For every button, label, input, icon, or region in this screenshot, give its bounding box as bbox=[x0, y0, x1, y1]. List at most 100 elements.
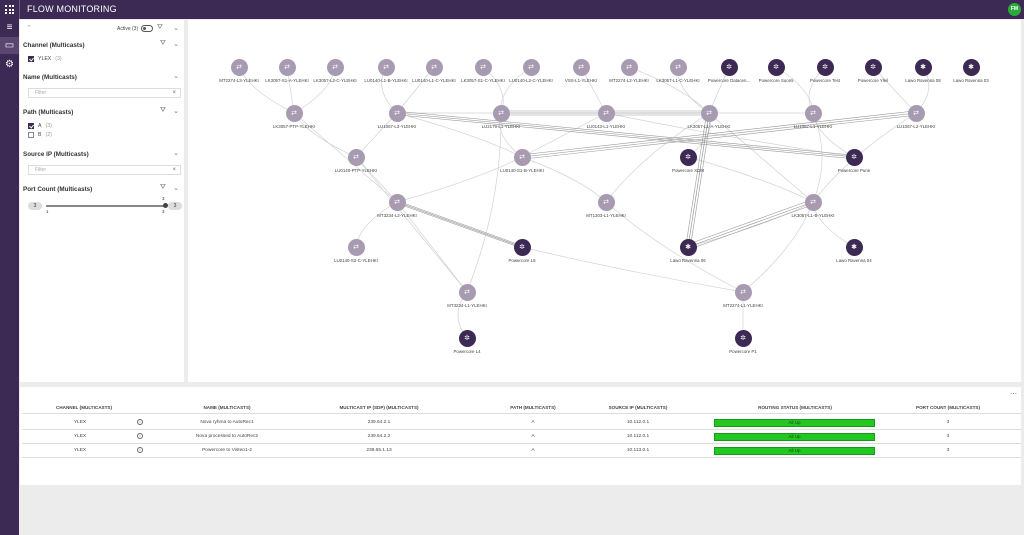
switch-node-icon[interactable]: ⇄ bbox=[734, 283, 752, 301]
graph-edge bbox=[521, 246, 744, 293]
filter-header: ⌃ Active (3) ⛛ ⌄ bbox=[20, 20, 184, 38]
active-flow-edge bbox=[687, 201, 814, 248]
name-filter-input[interactable]: Filter × bbox=[28, 88, 181, 98]
chevron-down-icon[interactable]: ⌄ bbox=[173, 41, 179, 48]
switch-node-icon[interactable]: ⇄ bbox=[522, 58, 540, 76]
checkbox[interactable] bbox=[28, 132, 34, 138]
powercore-node-icon[interactable]: ✲ bbox=[720, 58, 738, 76]
lawo-device-node-icon[interactable]: ✱ bbox=[845, 238, 863, 256]
switch-node-icon[interactable]: ⇄ bbox=[620, 58, 638, 76]
source-ip-filter-input[interactable]: Filter × bbox=[28, 165, 181, 175]
switch-node-icon[interactable]: ⇄ bbox=[474, 58, 492, 76]
switch-node-icon[interactable]: ⇄ bbox=[377, 58, 395, 76]
info-icon[interactable]: i bbox=[137, 419, 143, 425]
switch-node-icon[interactable]: ⇄ bbox=[669, 58, 687, 76]
active-flow-edge bbox=[687, 112, 710, 248]
switch-node-icon[interactable]: ⇄ bbox=[700, 104, 718, 122]
path-option-b[interactable]: B (2) bbox=[28, 132, 52, 138]
switch-node-icon[interactable]: ⇄ bbox=[572, 58, 590, 76]
info-icon[interactable]: i bbox=[137, 447, 143, 453]
chevron-down-icon[interactable]: ⌄ bbox=[173, 25, 179, 32]
node-label: LU2179-L1-YLEHKI bbox=[481, 124, 521, 129]
slider-track[interactable] bbox=[46, 205, 164, 207]
powercore-node-icon[interactable]: ✲ bbox=[845, 148, 863, 166]
close-icon[interactable]: × bbox=[172, 167, 176, 173]
column-header[interactable]: SOURCE IP (MULTICASTS) bbox=[608, 405, 668, 410]
header-divider bbox=[22, 413, 1021, 414]
switch-node-icon[interactable]: ⇄ bbox=[597, 104, 615, 122]
powercore-node-icon[interactable]: ✲ bbox=[734, 329, 752, 347]
column-header[interactable]: ROUTING STATUS (MULTICASTS) bbox=[758, 405, 832, 410]
switch-node-icon[interactable]: ⇄ bbox=[513, 148, 531, 166]
info-icon[interactable]: i bbox=[137, 433, 143, 439]
slider-min-box[interactable]: 3 bbox=[28, 202, 42, 210]
switch-node-icon[interactable]: ⇄ bbox=[425, 58, 443, 76]
switch-node-icon[interactable]: ⇄ bbox=[388, 104, 406, 122]
port-count-slider[interactable]: 3 3 3 1 3 bbox=[28, 196, 182, 214]
node-label: LU1067-L2-YLEHKI bbox=[896, 124, 936, 129]
switch-node-icon[interactable]: ⇄ bbox=[492, 104, 510, 122]
active-flow-edge bbox=[689, 114, 712, 250]
switch-node-icon[interactable]: ⇄ bbox=[230, 58, 248, 76]
switch-node-icon[interactable]: ⇄ bbox=[804, 193, 822, 211]
lawo-device-node-icon[interactable]: ✱ bbox=[679, 238, 697, 256]
chevron-down-icon[interactable]: ⌄ bbox=[173, 185, 179, 192]
path-option-a[interactable]: A (3) bbox=[28, 123, 52, 129]
switch-node-icon[interactable]: ⇄ bbox=[597, 193, 615, 211]
active-flow-edge bbox=[519, 110, 915, 156]
cell-path: A bbox=[531, 434, 535, 439]
active-flow-edge bbox=[396, 112, 855, 158]
graph-edge bbox=[521, 112, 607, 158]
slider-upper-label: 3 bbox=[162, 196, 165, 201]
lawo-device-node-icon[interactable]: ✱ bbox=[962, 58, 980, 76]
graph-edge bbox=[466, 112, 502, 293]
clear-filter-icon[interactable]: ⛛ bbox=[160, 40, 166, 47]
node-label: Powercore Test bbox=[809, 78, 841, 83]
powercore-node-icon[interactable]: ✲ bbox=[679, 148, 697, 166]
powercore-node-icon[interactable]: ✲ bbox=[767, 58, 785, 76]
channel-option-ylex[interactable]: YLEX (3) bbox=[28, 56, 62, 62]
column-header[interactable]: MULTICAST IP (SDP) (MULTICASTS) bbox=[339, 405, 419, 410]
checkbox[interactable] bbox=[28, 56, 34, 62]
close-icon[interactable]: × bbox=[172, 90, 176, 96]
slider-max-box[interactable]: 3 bbox=[168, 202, 182, 210]
option-label: B bbox=[38, 132, 42, 138]
active-toggle[interactable] bbox=[141, 25, 153, 32]
powercore-node-icon[interactable]: ✲ bbox=[458, 329, 476, 347]
lawo-device-node-icon[interactable]: ✱ bbox=[914, 58, 932, 76]
switch-node-icon[interactable]: ⇄ bbox=[907, 104, 925, 122]
switch-node-icon[interactable]: ⇄ bbox=[326, 58, 344, 76]
switch-node-icon[interactable]: ⇄ bbox=[388, 193, 406, 211]
user-avatar[interactable]: FM bbox=[1008, 3, 1021, 16]
app-launcher-icon[interactable] bbox=[5, 5, 14, 14]
graph-edge bbox=[872, 66, 917, 114]
topology-graph[interactable]: ⇄ MT2274-L3-YLEHKI ⇄ LK3057-S1-A-YLEHKI ⇄ LK3… bbox=[188, 20, 1021, 382]
monitor-icon[interactable]: ▭ bbox=[0, 37, 19, 54]
switch-node-icon[interactable]: ⇄ bbox=[285, 104, 303, 122]
powercore-node-icon[interactable]: ✲ bbox=[513, 238, 531, 256]
switch-node-icon[interactable]: ⇄ bbox=[458, 283, 476, 301]
menu-icon[interactable]: ≡ bbox=[6, 22, 13, 33]
clear-filter-icon[interactable]: ⛛ bbox=[160, 184, 166, 191]
filter-icon[interactable]: ⛛ bbox=[157, 24, 163, 31]
powercore-node-icon[interactable]: ✲ bbox=[864, 58, 882, 76]
column-header[interactable]: PORT COUNT (MULTICASTS) bbox=[916, 405, 980, 410]
more-options-icon[interactable]: ⋯ bbox=[1010, 391, 1017, 398]
column-header[interactable]: NAME (MULTICASTS) bbox=[203, 405, 251, 410]
chevron-down-icon[interactable]: ⌄ bbox=[173, 150, 179, 157]
pin-icon[interactable]: ⌃ bbox=[26, 25, 32, 32]
column-header[interactable]: PATH (MULTICASTS) bbox=[510, 405, 556, 410]
switch-node-icon[interactable]: ⇄ bbox=[278, 58, 296, 76]
powercore-node-icon[interactable]: ✲ bbox=[816, 58, 834, 76]
slider-handle[interactable] bbox=[163, 203, 168, 208]
clear-filter-icon[interactable]: ⛛ bbox=[160, 107, 166, 114]
checkbox[interactable] bbox=[28, 123, 34, 129]
gear-icon[interactable]: ⚙ bbox=[5, 59, 14, 70]
switch-node-icon[interactable]: ⇄ bbox=[347, 238, 365, 256]
switch-node-icon[interactable]: ⇄ bbox=[804, 104, 822, 122]
chevron-down-icon[interactable]: ⌄ bbox=[173, 73, 179, 80]
status-badge: All Up bbox=[714, 419, 875, 427]
switch-node-icon[interactable]: ⇄ bbox=[347, 148, 365, 166]
column-header[interactable]: CHANNEL (MULTICASTS) bbox=[56, 405, 112, 410]
chevron-down-icon[interactable]: ⌄ bbox=[173, 108, 179, 115]
